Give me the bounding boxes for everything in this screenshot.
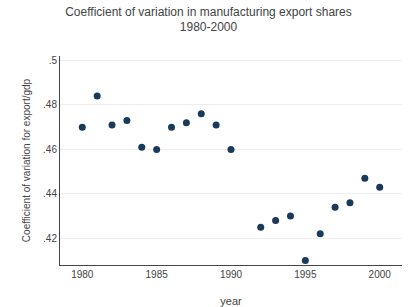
svg-text:2000: 2000 xyxy=(369,269,392,280)
svg-text:.48: .48 xyxy=(43,99,57,110)
svg-text:Coefficient of variation for e: Coefficient of variation for export/gdp xyxy=(21,78,32,242)
svg-text:.5: .5 xyxy=(49,55,58,66)
svg-text:1995: 1995 xyxy=(294,269,317,280)
svg-text:Coefficient of variation in ma: Coefficient of variation in manufacturin… xyxy=(65,5,352,35)
svg-text:.46: .46 xyxy=(43,144,57,155)
svg-text:year: year xyxy=(220,295,242,307)
svg-text:1985: 1985 xyxy=(146,269,169,280)
svg-text:1990: 1990 xyxy=(220,269,243,280)
svg-text:.42: .42 xyxy=(43,233,57,244)
svg-text:.44: .44 xyxy=(43,188,57,199)
svg-text:1980: 1980 xyxy=(71,269,94,280)
